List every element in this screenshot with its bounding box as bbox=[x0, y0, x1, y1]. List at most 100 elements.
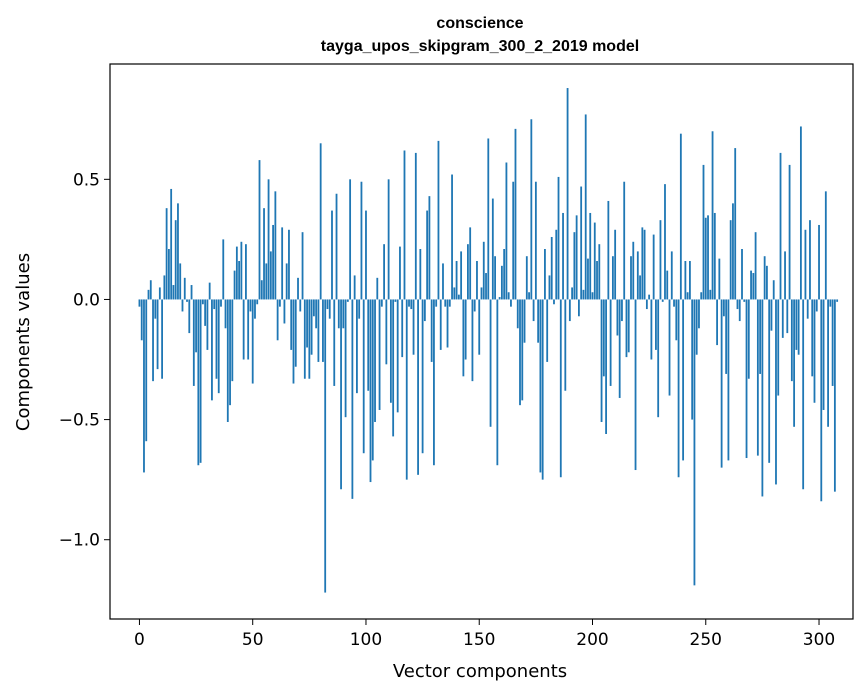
bar bbox=[272, 224, 274, 300]
bar bbox=[689, 261, 691, 300]
x-tick-label: 250 bbox=[690, 630, 722, 650]
bar bbox=[657, 299, 660, 418]
bar bbox=[451, 174, 453, 300]
bar bbox=[489, 299, 492, 427]
bar bbox=[143, 299, 145, 473]
bar bbox=[417, 299, 419, 475]
bar bbox=[598, 244, 601, 300]
bar bbox=[220, 299, 222, 307]
bar bbox=[240, 241, 243, 300]
bar bbox=[152, 299, 154, 382]
bar bbox=[177, 203, 179, 300]
bar bbox=[725, 299, 728, 374]
bar bbox=[374, 299, 376, 422]
bar bbox=[260, 280, 263, 300]
bar bbox=[573, 232, 576, 300]
bar bbox=[809, 220, 811, 300]
bar bbox=[630, 256, 632, 300]
bar bbox=[444, 299, 447, 307]
bar bbox=[636, 251, 639, 300]
bar bbox=[442, 263, 444, 300]
bar bbox=[349, 179, 352, 300]
bar bbox=[437, 140, 440, 300]
bar bbox=[278, 299, 281, 307]
bar bbox=[496, 299, 499, 466]
bar bbox=[720, 299, 723, 468]
bar bbox=[410, 299, 413, 310]
y-axis-ticks: 0.5 0.0 −0.5 −1.0 bbox=[59, 170, 110, 551]
bar bbox=[645, 299, 648, 310]
bar bbox=[532, 299, 535, 322]
bar bbox=[578, 299, 580, 317]
bar bbox=[322, 299, 324, 362]
bar bbox=[263, 208, 265, 300]
bar bbox=[256, 299, 259, 305]
bar bbox=[818, 224, 820, 300]
bar bbox=[668, 299, 671, 396]
bar bbox=[813, 299, 816, 403]
bar bbox=[675, 299, 678, 341]
bar bbox=[781, 299, 784, 338]
bar bbox=[722, 299, 725, 317]
bar bbox=[165, 208, 168, 300]
bar bbox=[335, 193, 338, 300]
bar bbox=[521, 299, 524, 401]
bar bbox=[453, 287, 456, 300]
bar bbox=[546, 299, 549, 362]
bar bbox=[550, 236, 553, 300]
bar bbox=[713, 212, 716, 300]
bar bbox=[593, 222, 596, 300]
bar bbox=[786, 299, 789, 334]
bar bbox=[476, 261, 478, 300]
bar bbox=[677, 299, 680, 478]
bar bbox=[306, 299, 308, 348]
bar bbox=[285, 263, 288, 300]
bar bbox=[174, 220, 177, 300]
bar bbox=[401, 299, 404, 358]
bar bbox=[827, 299, 829, 427]
bar bbox=[634, 299, 637, 471]
bar bbox=[482, 241, 485, 300]
bar bbox=[149, 280, 152, 300]
bar bbox=[158, 287, 161, 300]
bar bbox=[718, 258, 721, 300]
bar bbox=[582, 289, 585, 300]
bar bbox=[281, 227, 284, 300]
bar bbox=[460, 251, 463, 300]
bar bbox=[494, 256, 496, 300]
bar bbox=[772, 280, 775, 300]
bar bbox=[478, 299, 481, 355]
bar bbox=[815, 299, 818, 312]
bar bbox=[399, 246, 401, 300]
bar bbox=[186, 299, 188, 302]
bar bbox=[222, 239, 225, 300]
bar bbox=[294, 299, 297, 367]
bar bbox=[156, 299, 159, 370]
bar bbox=[779, 152, 782, 300]
bar bbox=[183, 277, 186, 300]
bar bbox=[192, 299, 195, 386]
bar bbox=[503, 249, 506, 300]
bar bbox=[448, 299, 451, 307]
bar bbox=[473, 299, 476, 312]
bar bbox=[213, 299, 216, 310]
bar bbox=[433, 299, 435, 466]
bar bbox=[505, 162, 508, 300]
bar bbox=[539, 299, 542, 473]
x-axis-label: Vector components bbox=[393, 661, 567, 682]
bar bbox=[378, 299, 381, 410]
bar bbox=[736, 299, 739, 310]
bar bbox=[163, 275, 166, 300]
bar bbox=[650, 299, 653, 360]
bar bbox=[614, 229, 617, 300]
bar bbox=[831, 299, 834, 386]
bar bbox=[269, 251, 272, 300]
bar bbox=[661, 299, 664, 302]
bar bbox=[602, 299, 605, 377]
bar bbox=[303, 299, 306, 379]
bar bbox=[356, 299, 358, 394]
x-tick-label: 200 bbox=[576, 630, 608, 650]
bar bbox=[664, 184, 666, 300]
bar bbox=[587, 258, 589, 300]
